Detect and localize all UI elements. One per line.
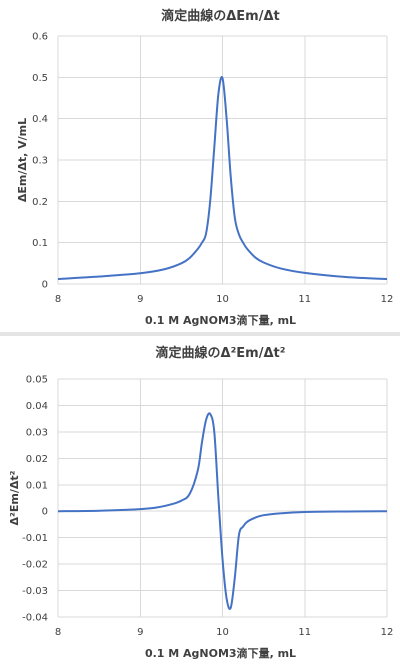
chart-1-data-point [217, 93, 219, 95]
chart-2-data-point [209, 413, 211, 415]
chart-2-y-tick-label: 0.05 [26, 375, 48, 386]
chart-1-y-tick-label: 0.2 [32, 197, 48, 208]
chart-1-series-line-0 [57, 76, 388, 281]
chart-2-title: 滴定曲線のΔ²Em/Δt² [156, 345, 286, 361]
chart-2-data-point [226, 597, 228, 599]
chart-1-data-point [234, 217, 236, 219]
chart-2-y-tick-label: 0.03 [26, 427, 48, 438]
chart-1: 0 0.1 0.2 0.3 0.4 0.5 0.6 8 9 10 11 12 滴定曲線のΔEm/Δt 0.… [16, 8, 394, 327]
chart-2-y-tick-label: 0.02 [26, 454, 48, 465]
chart-2-y-tick-label: -0.04 [22, 613, 48, 624]
chart-1-data-point [345, 276, 347, 278]
chart-2: -0.04 -0.03 -0.02 -0.01 0 0.01 0.02 0.03 0.04 0.0… [8, 345, 394, 660]
chart-2-x-axis-title: 0.1 M AgNOM3滴下量, mL [145, 646, 296, 660]
chart-1-data-point [226, 118, 228, 120]
chart-1-x-axis-title: 0.1 M AgNOM3滴下量, mL [145, 313, 296, 327]
chart-panel-1: 0 0.1 0.2 0.3 0.4 0.5 0.6 8 9 10 11 12 滴定曲線のΔEm/Δt 0.… [0, 0, 400, 332]
chart-2-data-point [279, 512, 281, 514]
chart-2-y-tick-label: 0.01 [26, 480, 48, 491]
chart-1-data-point [238, 233, 240, 235]
chart-1-data-point [242, 242, 244, 244]
chart-2-data-point [304, 511, 306, 513]
chart-2-data-point [222, 558, 224, 560]
chart-1-data-point [386, 278, 388, 280]
chart-2-data-point [234, 576, 236, 578]
chart-1-y-tick-label: 0.6 [32, 32, 48, 43]
chart-2-data-point [98, 510, 100, 512]
chart-1-data-point [57, 278, 59, 280]
chart-2-x-tick-label: 12 [381, 627, 394, 638]
chart-1-y-tick-label: 0.5 [32, 73, 48, 84]
chart-2-data-point [246, 521, 248, 523]
chart-2-data-point [254, 517, 256, 519]
chart-2-y-tick-label: -0.01 [22, 533, 48, 544]
chart-2-data-point [197, 469, 199, 471]
chart-2-y-tick-label: -0.03 [22, 586, 48, 597]
chart-1-data-point [279, 267, 281, 269]
chart-1-data-point [164, 268, 166, 270]
chart-1-title: 滴定曲線のΔEm/Δt [161, 8, 280, 24]
chart-1-data-point [304, 272, 306, 274]
chart-2-data-point [230, 607, 232, 609]
chart-2-series-line-0 [57, 412, 388, 610]
chart-1-y-axis-title: ΔEm/Δt, V/mL [16, 118, 29, 202]
chart-1-data-point [139, 272, 141, 274]
chart-2-data-point [201, 441, 203, 443]
chart-2-data-point [238, 534, 240, 536]
chart-2-data-point [205, 419, 207, 421]
chart-2-data-point [213, 431, 215, 433]
chart-1-y-tick-label: 0 [42, 280, 48, 291]
chart-2-data-point [57, 510, 59, 512]
chart-2-data-point [189, 493, 191, 495]
chart-1-x-tick-label: 9 [137, 294, 143, 305]
chart-2-x-tick-label: 8 [55, 627, 61, 638]
chart-2-data-point [345, 510, 347, 512]
panel-divider [0, 332, 400, 336]
chart-1-x-tick-label: 11 [298, 294, 311, 305]
chart-1-data-point [201, 242, 203, 244]
chart-2-y-tick-label: -0.02 [22, 560, 48, 571]
chart-1-data-point [98, 276, 100, 278]
chart-2-y-tick-label: 0 [42, 507, 48, 518]
chart-1-data-point [230, 176, 232, 178]
chart-1-data-point [180, 262, 182, 264]
chart-2-x-tick-label: 10 [216, 627, 229, 638]
chart-1-data-point [197, 248, 199, 250]
chart-1-data-point [222, 77, 224, 79]
chart-2-y-axis-title: Δ²Em/Δt² [8, 470, 21, 525]
chart-2-data-point [156, 507, 158, 509]
chart-2-y-tick-label: 0.04 [26, 401, 48, 412]
chart-2-data-point [217, 497, 219, 499]
chart-2-data-point [386, 510, 388, 512]
chart-1-x-tick-label: 12 [381, 294, 394, 305]
chart-1-data-point [246, 248, 248, 250]
chart-2-data-point [180, 500, 182, 502]
chart-2-data-point [263, 514, 265, 516]
chart-1-data-point [189, 257, 191, 259]
chart-2-data-point [242, 526, 244, 528]
chart-1-y-tick-label: 0.1 [32, 238, 48, 249]
chart-1-x-tick-label: 8 [55, 294, 61, 305]
chart-1-y-tick-label: 0.4 [32, 114, 48, 125]
chart-1-data-point [213, 147, 215, 149]
chart-1-data-point [263, 262, 265, 264]
chart-2-x-tick-label: 9 [137, 627, 143, 638]
chart-2-data-point [172, 503, 174, 505]
chart-1-data-point [209, 200, 211, 202]
chart-1-y-tick-label: 0.3 [32, 156, 48, 167]
chart-2-x-tick-label: 11 [298, 627, 311, 638]
chart-2-data-point [139, 508, 141, 510]
chart-1-x-tick-label: 10 [216, 294, 229, 305]
chart-panel-2: -0.04 -0.03 -0.02 -0.01 0 0.01 0.02 0.03 0.04 0.0… [0, 336, 400, 668]
chart-1-data-point [205, 233, 207, 235]
chart-1-data-point [254, 257, 256, 259]
